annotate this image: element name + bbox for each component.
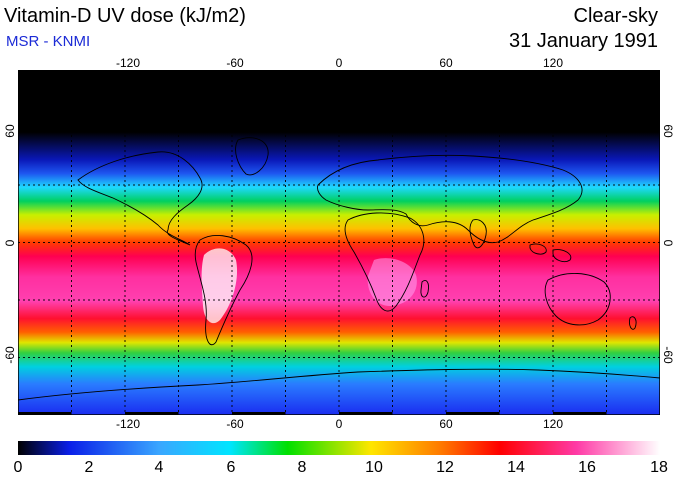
coastlines: [18, 137, 660, 401]
colorbar-tick: 16: [578, 459, 596, 476]
lon-tick-bottom: -60: [226, 417, 244, 431]
lon-tick-bottom: 120: [542, 417, 564, 431]
lat-tick-right: 60: [661, 124, 675, 138]
lat-tick-left: -60: [3, 346, 17, 364]
lon-tick-bottom: -120: [115, 417, 141, 431]
uv-dose-map: [18, 70, 660, 415]
lat-tick-right: -60: [661, 346, 675, 364]
lon-tick-bottom: 60: [439, 417, 453, 431]
map-title: Vitamin-D UV dose (kJ/m2): [4, 5, 246, 27]
colorbar-tick: 10: [365, 459, 383, 476]
colorbar-tick: 2: [84, 459, 94, 476]
sky-condition: Clear-sky: [573, 5, 658, 27]
lon-tick-top: -120: [115, 56, 141, 70]
colorbar-tick: 6: [226, 459, 236, 476]
lon-tick-top: 120: [542, 56, 564, 70]
lat-tick-left: 0: [3, 239, 17, 247]
map-subtitle: MSR - KNMI: [6, 33, 91, 50]
lat-tick-right: 0: [661, 239, 675, 247]
colorbar-tick: 18: [650, 459, 668, 476]
lon-tick-top: 0: [335, 56, 343, 70]
lon-tick-bottom: 0: [335, 417, 343, 431]
lon-tick-top: 60: [439, 56, 453, 70]
colorbar: [18, 441, 660, 455]
colorbar-tick: 4: [154, 459, 164, 476]
map-date: 31 January 1991: [508, 30, 658, 52]
africa-high-dose: [367, 258, 417, 306]
colorbar-tick: 0: [13, 459, 23, 476]
map-frame: [18, 70, 660, 415]
lat-tick-left: 60: [3, 124, 17, 138]
lon-tick-top: -60: [226, 56, 244, 70]
colorbar-tick: 8: [297, 459, 307, 476]
south-america-high-dose: [201, 248, 238, 324]
graticule: [18, 70, 660, 415]
colorbar-tick: 12: [436, 459, 454, 476]
colorbar-tick: 14: [507, 459, 525, 476]
